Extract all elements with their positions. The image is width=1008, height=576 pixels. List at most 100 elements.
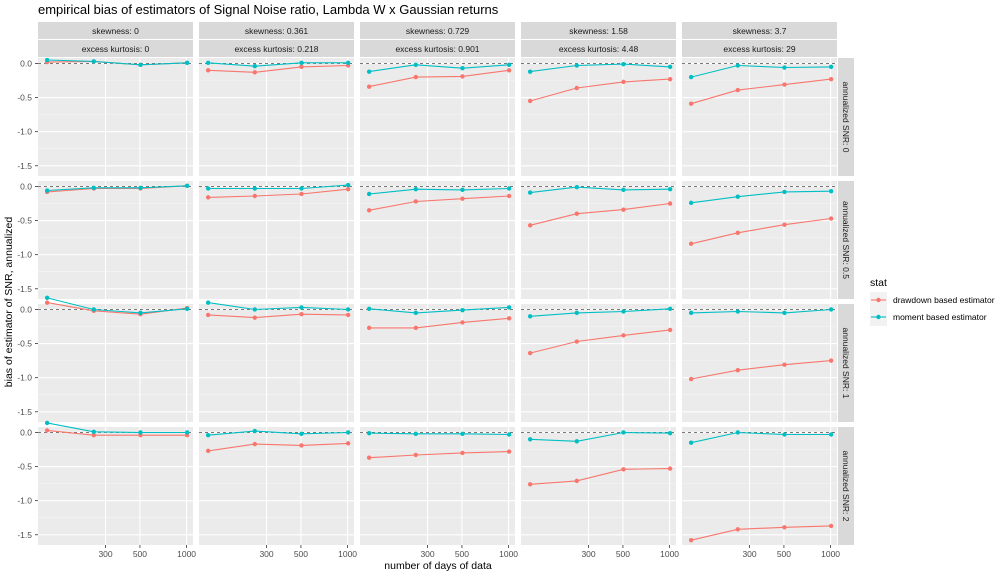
drawdown-data-point: [828, 358, 834, 363]
drawdown-series-line: [369, 317, 510, 329]
strip-skewness-bg: [682, 22, 837, 39]
moment-data-point: [782, 65, 787, 70]
panel: [38, 181, 193, 299]
panel-background: [682, 58, 837, 176]
moment-data-point: [828, 432, 834, 437]
moment-data-point: [506, 305, 512, 310]
moment-series-line: [369, 64, 510, 73]
moment-data-point: [366, 191, 372, 197]
moment-data-point: [506, 186, 512, 191]
drawdown-data-point: [574, 211, 580, 216]
drawdown-data-point: [621, 333, 626, 338]
drawdown-data-point: [735, 230, 741, 236]
strip-snr-label: annualized SNR: 0.5: [841, 201, 851, 279]
moment-data-point: [735, 430, 741, 435]
y-tick-label: -1.5: [17, 530, 32, 540]
moment-data-point: [345, 60, 351, 65]
moment-data-point: [299, 60, 304, 65]
drawdown-data-point: [44, 428, 50, 433]
moment-data-point: [184, 60, 190, 65]
drawdown-data-point: [299, 191, 304, 197]
x-tick-label: 500: [455, 549, 469, 559]
panel: [521, 304, 676, 422]
drawdown-data-point: [527, 350, 533, 356]
moment-data-point: [621, 187, 626, 193]
x-tick-label: 300: [259, 549, 273, 559]
panel: [682, 304, 837, 422]
strip-skewness-bg: [521, 22, 676, 39]
moment-data-point: [735, 194, 741, 199]
y-tick-label: -1.0: [17, 127, 32, 137]
moment-data-point: [138, 62, 143, 68]
strip-skewness-bg: [199, 22, 354, 39]
panel-background: [682, 427, 837, 545]
panel-background: [521, 304, 676, 422]
drawdown-data-point: [688, 376, 694, 382]
moment-data-point: [345, 430, 351, 435]
y-tick-label: -0.5: [17, 93, 32, 103]
drawdown-series-line: [529, 329, 671, 354]
drawdown-data-point: [460, 74, 465, 79]
moment-data-point: [44, 295, 50, 301]
y-tick-label: 0.0: [20, 181, 32, 191]
panel-background: [360, 181, 515, 299]
moment-series-line: [46, 297, 188, 314]
drawdown-data-point: [345, 186, 351, 192]
drawdown-data-point: [735, 367, 741, 373]
drawdown-data-point: [782, 525, 787, 530]
drawdown-data-point: [460, 450, 465, 456]
x-axes: 300 500 1000 300 500 1000 300 500 1000 300 500 1000…: [98, 545, 840, 559]
y-tick-label: -1.5: [17, 284, 32, 294]
panel-background: [199, 58, 354, 176]
moment-data-point: [828, 307, 834, 312]
drawdown-data-point: [205, 448, 211, 454]
y-tick-label: -1.5: [17, 407, 32, 417]
moment-data-point: [299, 305, 304, 310]
panel: [360, 304, 515, 422]
drawdown-series-line: [208, 313, 349, 319]
y-axes: 0.0 -0.5 -1.0 -1.5 0.0 -0.5 -1.0 -1.5 0.0 -0.5 -1.…: [17, 58, 38, 540]
drawdown-data-point: [735, 527, 741, 532]
moment-series-line: [530, 308, 671, 317]
moment-data-point: [527, 190, 533, 195]
drawdown-data-point: [621, 207, 626, 212]
drawdown-data-point: [205, 312, 211, 318]
drawdown-data-point: [413, 452, 419, 458]
strip-skewness-label: skewness: 0.729: [406, 26, 470, 36]
moment-data-point: [574, 439, 580, 444]
drawdown-data-point: [667, 327, 673, 333]
panel-background: [521, 181, 676, 299]
moment-data-point: [782, 310, 787, 316]
drawdown-data-point: [782, 82, 787, 87]
drawdown-data-point: [345, 312, 351, 318]
moment-data-point: [782, 189, 787, 195]
moment-data-point: [667, 430, 673, 436]
x-tick-label: 1000: [499, 549, 518, 559]
strip-kurtosis-bg: [38, 40, 193, 57]
panel: [521, 427, 676, 545]
x-tick-label: 500: [294, 549, 308, 559]
drawdown-data-point: [252, 70, 258, 75]
drawdown-series-line: [530, 468, 671, 485]
moment-data-point: [574, 184, 580, 190]
strip-kurtosis-label: excess kurtosis: 0.218: [234, 44, 318, 54]
moment-data-point: [184, 430, 190, 435]
drawdown-data-point: [413, 74, 419, 80]
strip-kurtosis-label: excess kurtosis: 4.48: [559, 44, 639, 54]
legend-label: drawdown based estimator: [893, 295, 995, 305]
moment-data-point: [667, 306, 673, 311]
panel-background: [682, 304, 837, 422]
drawdown-data-point: [44, 300, 50, 305]
x-tick-label: 300: [581, 549, 595, 559]
panel: [360, 181, 515, 299]
strip-skewness-label: skewness: 0.361: [245, 26, 309, 36]
moment-data-point: [574, 63, 580, 68]
panel: [199, 300, 354, 422]
drawdown-data-point: [205, 68, 211, 73]
strip-kurtosis-bg: [199, 40, 354, 57]
drawdown-series-line: [208, 442, 349, 452]
moment-series-line: [530, 431, 671, 442]
moment-data-point: [527, 437, 533, 442]
strip-snr-bg: [838, 304, 854, 422]
